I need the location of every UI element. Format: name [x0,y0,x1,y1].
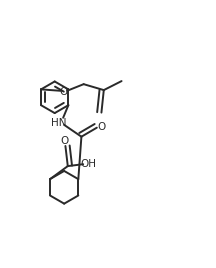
Text: O: O [97,121,105,132]
Text: O: O [60,136,68,146]
Text: O: O [59,87,68,97]
Text: OH: OH [80,159,96,169]
Text: HN: HN [51,118,67,128]
